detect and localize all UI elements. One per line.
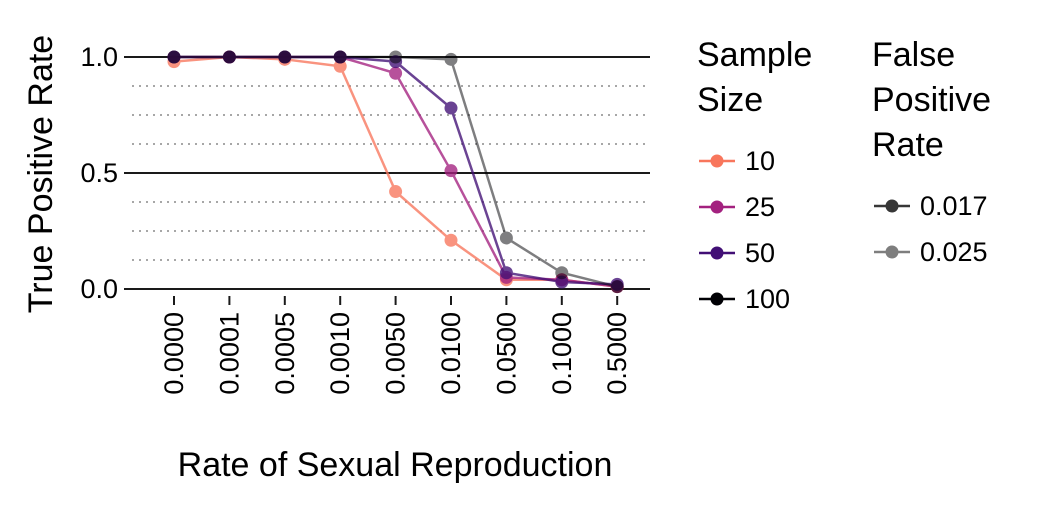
data-point bbox=[333, 59, 347, 73]
legend-label: 50 bbox=[745, 238, 775, 268]
legend-key-marker bbox=[710, 154, 724, 168]
data-point bbox=[444, 52, 458, 66]
grid-lines bbox=[132, 56, 650, 290]
legend-entry bbox=[699, 292, 735, 306]
y-tick-label: 0.5 bbox=[80, 158, 118, 188]
data-point bbox=[389, 50, 403, 64]
legend-label: 0.025 bbox=[920, 237, 988, 267]
x-tick-label: 0.0005 bbox=[270, 312, 300, 395]
legend-key-marker bbox=[885, 199, 899, 213]
legend-group-1: Sample Size 10 25 50 100 bbox=[697, 36, 812, 314]
data-point bbox=[499, 231, 513, 245]
x-tick-label: 0.0000 bbox=[159, 312, 189, 395]
legend-key-marker bbox=[885, 245, 899, 259]
legend-label: 10 bbox=[745, 146, 775, 176]
legend-key-marker bbox=[710, 200, 724, 214]
data-point bbox=[444, 233, 458, 247]
legend-label: 100 bbox=[745, 284, 790, 314]
legend-entry bbox=[699, 246, 735, 260]
data-point bbox=[555, 275, 569, 289]
series-10 bbox=[167, 50, 624, 294]
legend-title: False bbox=[872, 36, 955, 74]
series-line bbox=[174, 55, 618, 288]
series-100 bbox=[167, 50, 624, 294]
y-axis: 0.0 0.5 1.0 bbox=[80, 42, 132, 304]
data-point bbox=[389, 66, 403, 80]
series-line bbox=[173, 55, 618, 288]
legend-key-marker bbox=[710, 246, 724, 260]
legend-title: Size bbox=[697, 81, 763, 119]
x-tick-label: 0.0001 bbox=[214, 312, 244, 395]
data-point bbox=[333, 50, 347, 64]
x-axis: 0.0000 0.0001 0.0005 0.0010 0.0050 0.0100 0.05… bbox=[159, 296, 632, 395]
data-point bbox=[222, 50, 236, 64]
x-tick-label: 0.5000 bbox=[602, 312, 632, 395]
series-50 bbox=[167, 50, 624, 291]
legend-entry bbox=[874, 199, 910, 213]
series-line bbox=[174, 55, 618, 288]
data-point bbox=[167, 50, 181, 64]
x-tick-label: 0.1000 bbox=[547, 312, 577, 395]
legend-group-2: False Positive Rate 0.017 0.025 bbox=[872, 36, 991, 267]
data-point bbox=[499, 266, 513, 280]
legend-title: Positive bbox=[872, 81, 991, 119]
data-point bbox=[444, 101, 458, 115]
data-point bbox=[555, 266, 569, 280]
legend-title: Rate bbox=[872, 126, 944, 164]
legend-entry bbox=[699, 200, 735, 214]
legend-label: 25 bbox=[745, 192, 775, 222]
data-point bbox=[278, 50, 292, 64]
series-25 bbox=[167, 50, 624, 294]
legend-label: 0.017 bbox=[920, 191, 988, 221]
data-point bbox=[389, 185, 403, 199]
x-tick-label: 0.0500 bbox=[491, 312, 521, 395]
x-axis-title: Rate of Sexual Reproduction bbox=[178, 446, 613, 484]
x-tick-label: 0.0050 bbox=[381, 312, 411, 395]
legend-entry bbox=[699, 154, 735, 168]
series-line bbox=[174, 55, 618, 286]
data-point bbox=[610, 280, 624, 294]
legend-title: Sample bbox=[697, 36, 812, 74]
data-point bbox=[444, 164, 458, 178]
y-axis-title: True Positive Rate bbox=[22, 35, 60, 313]
legend-key-marker bbox=[710, 292, 724, 306]
data-series bbox=[167, 50, 624, 294]
x-tick-label: 0.0100 bbox=[436, 312, 466, 395]
legend: Sample Size 10 25 50 100 False Positive Rate 0.01… bbox=[697, 36, 991, 314]
legend-entry bbox=[874, 245, 910, 259]
y-tick-label: 0.0 bbox=[80, 274, 118, 304]
y-tick-label: 1.0 bbox=[80, 42, 118, 72]
x-tick-label: 0.0010 bbox=[325, 312, 355, 395]
